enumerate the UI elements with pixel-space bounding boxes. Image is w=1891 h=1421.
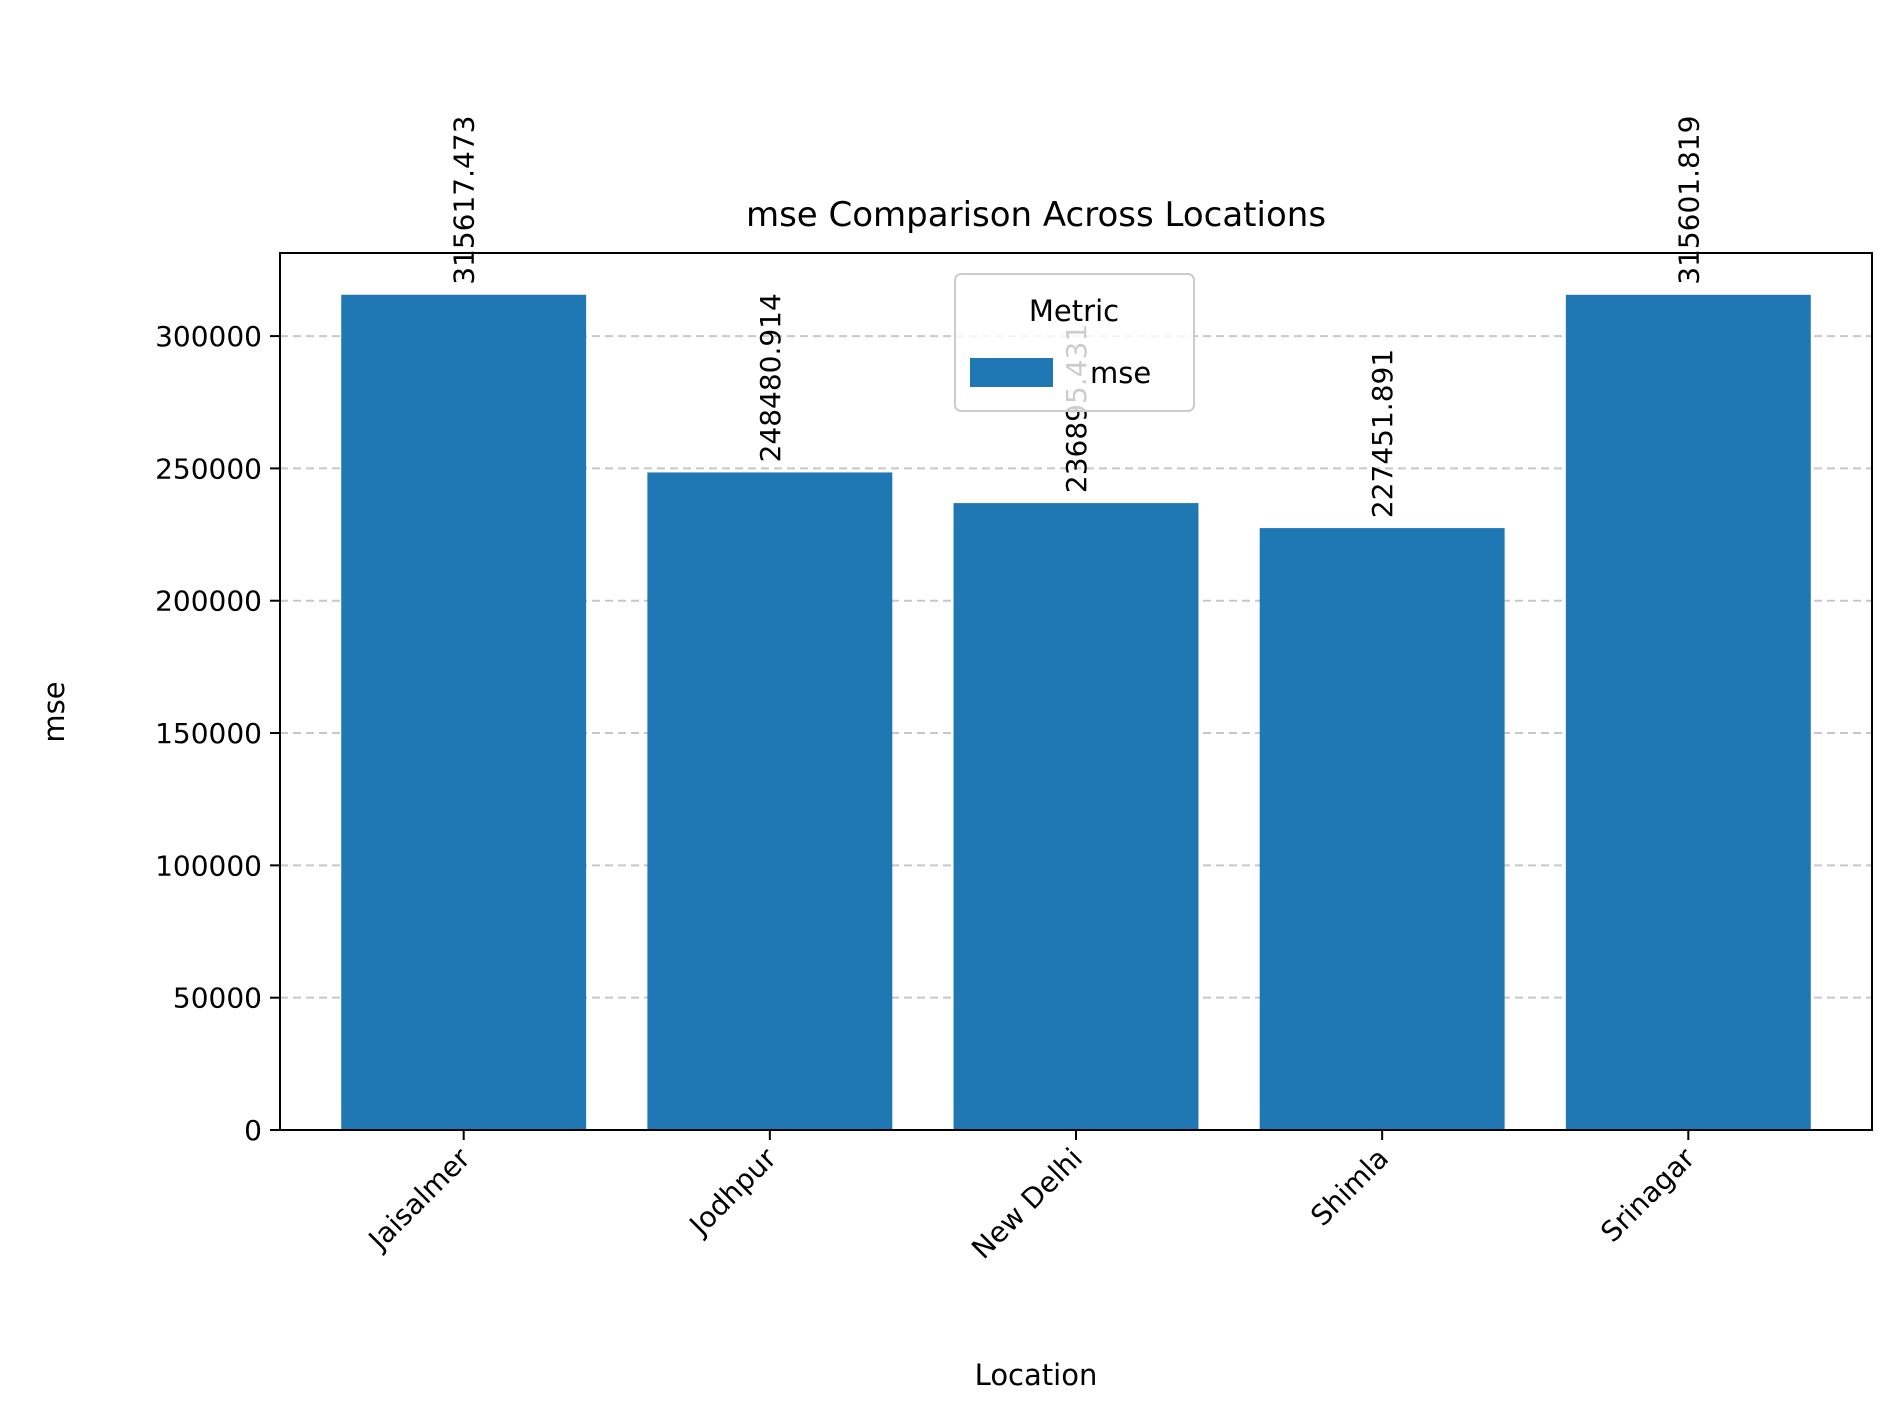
data-label: 248480.914 [754,293,787,462]
data-label: 315601.819 [1672,116,1705,285]
legend-entry-label: mse [1090,356,1151,390]
y-tick-label: 150000 [155,717,262,750]
y-tick-label: 250000 [155,452,262,485]
bar [647,472,893,1130]
chart-title: mse Comparison Across Locations [746,195,1326,235]
legend-title: Metric [1029,294,1119,328]
y-tick-label: 100000 [155,849,262,882]
bar [1259,528,1505,1130]
bar [1565,294,1811,1130]
bar [953,503,1199,1130]
bar [341,294,587,1130]
y-tick-label: 0 [244,1114,262,1147]
data-label: 227451.891 [1366,349,1399,518]
x-axis-title: Location [975,1358,1098,1392]
legend: Metric mse [954,273,1195,412]
bars [341,294,1811,1130]
y-tick-label: 50000 [173,982,262,1015]
legend-swatch [970,358,1053,387]
y-tick-label: 300000 [155,320,262,353]
data-label: 315617.473 [448,116,481,285]
y-tick-label: 200000 [155,585,262,618]
y-axis-title: mse [37,681,71,742]
y-ticks: 0 50000 100000 150000 200000 250000 300000 [155,320,280,1147]
